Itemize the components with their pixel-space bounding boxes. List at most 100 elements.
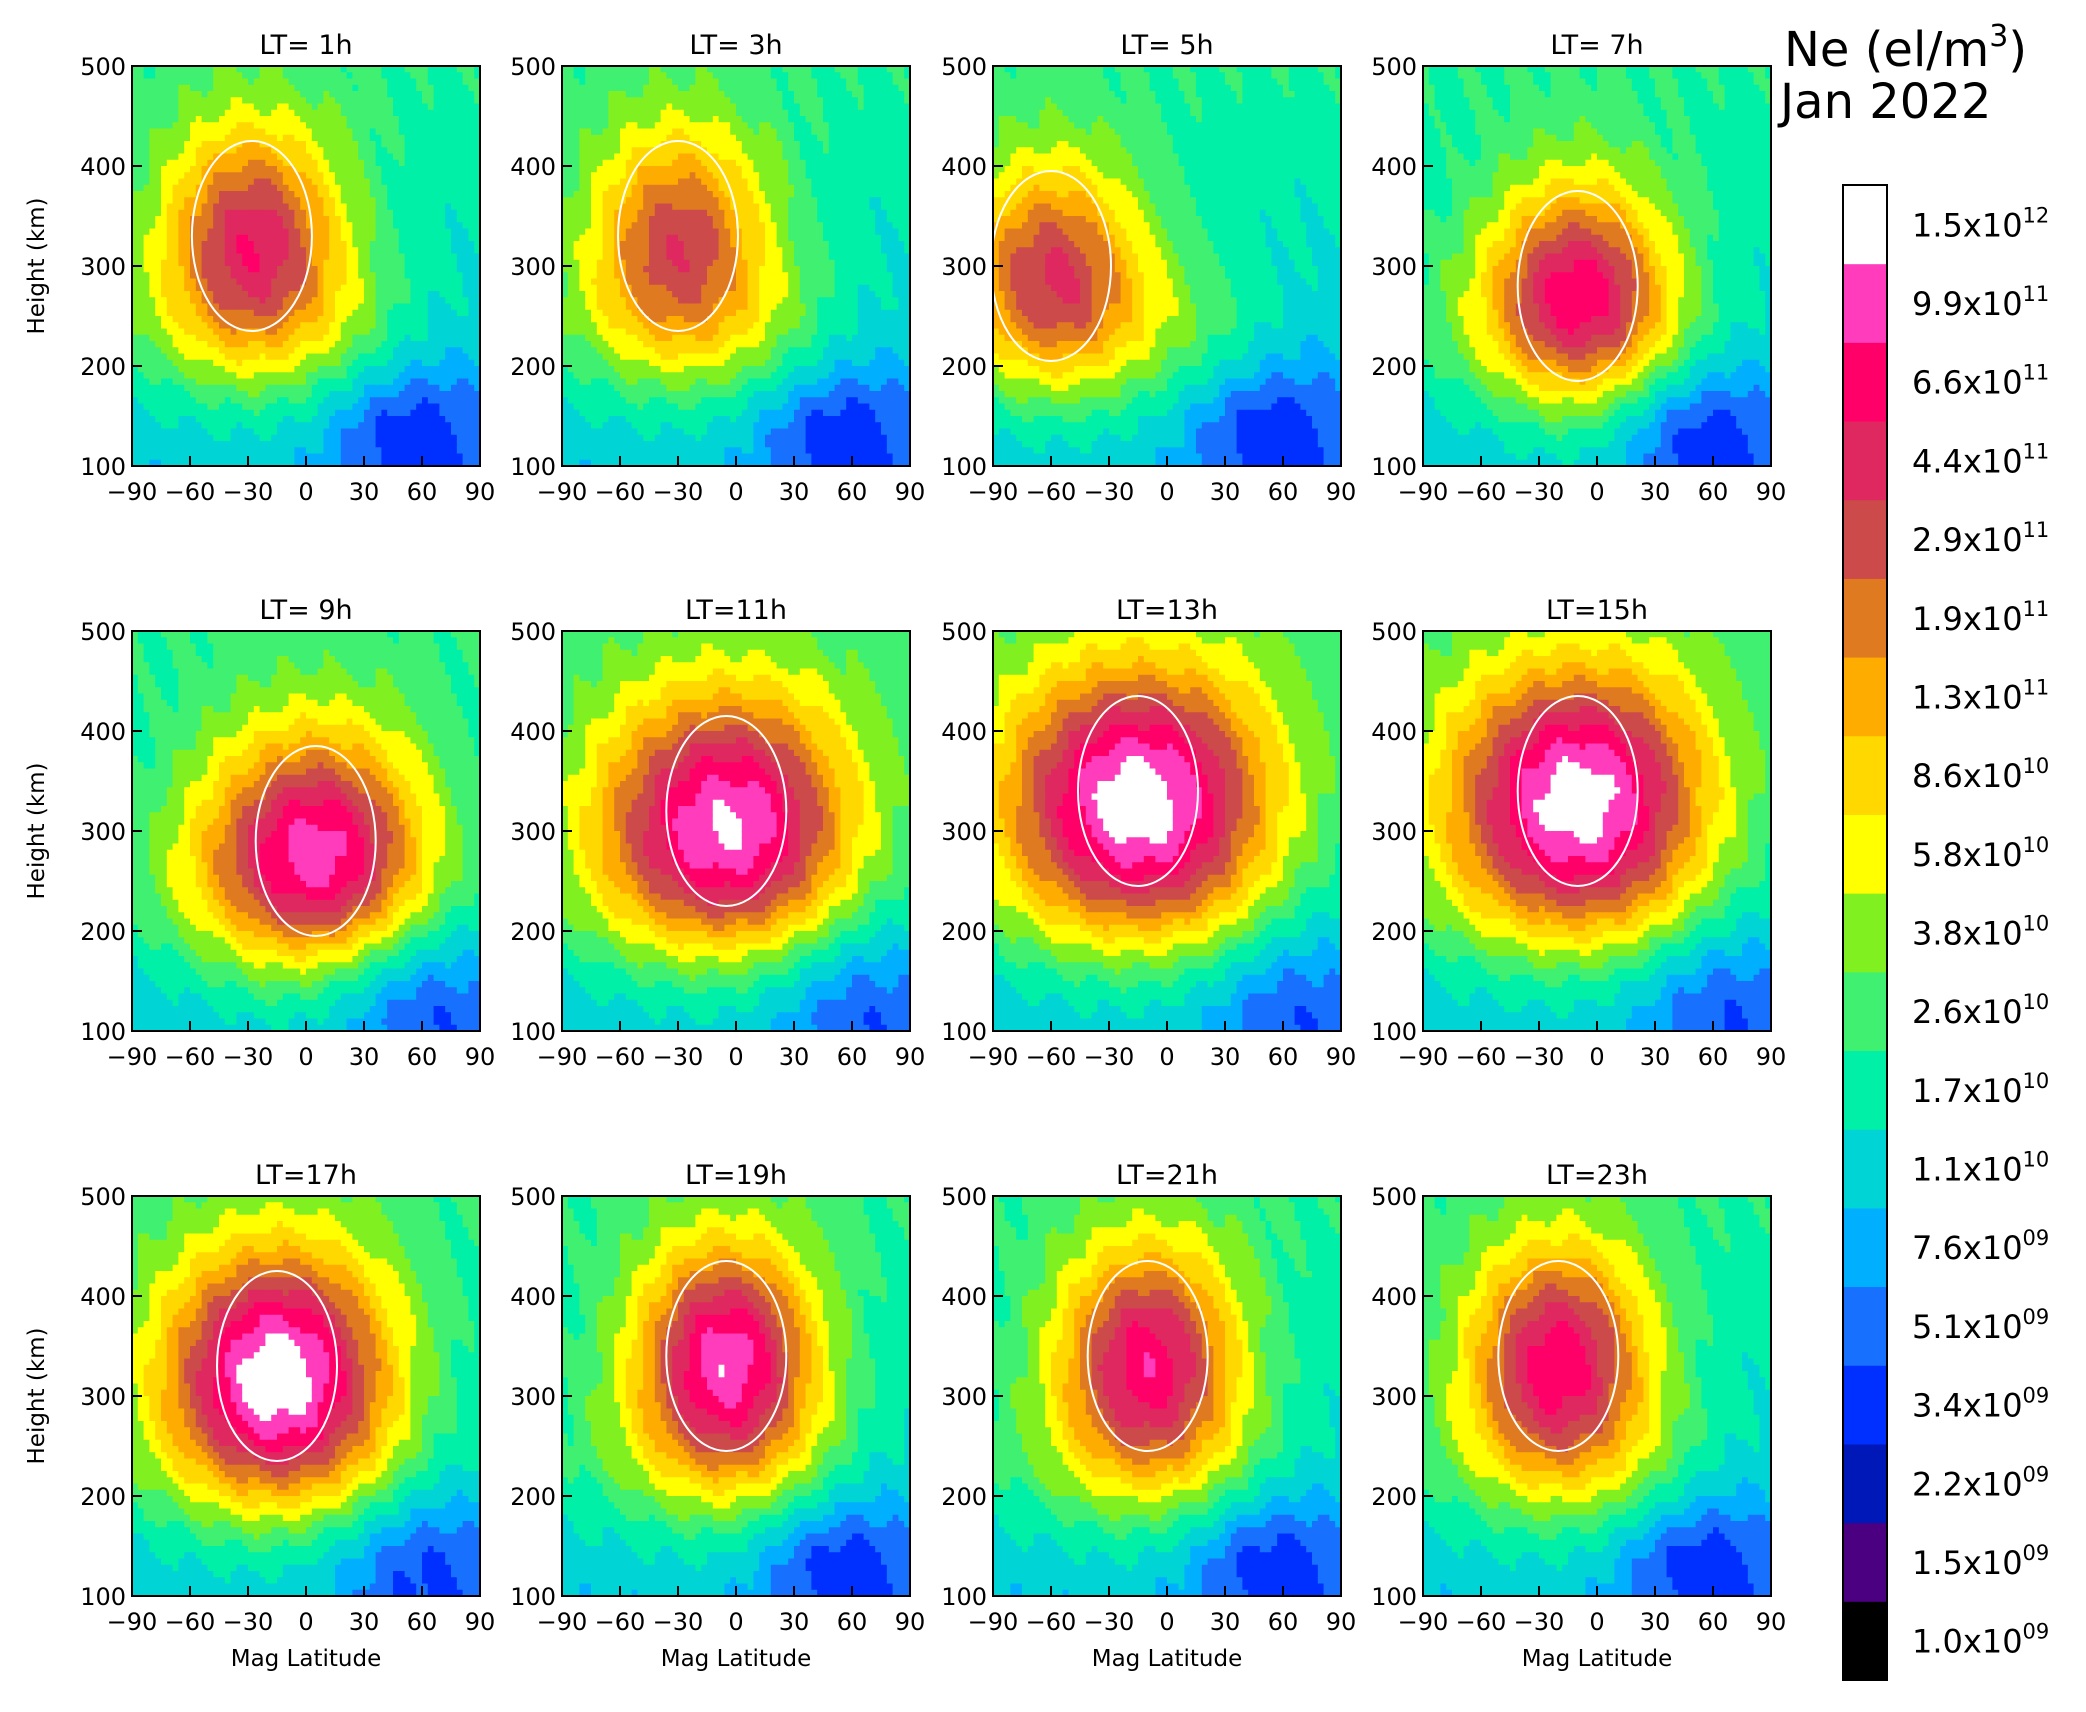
- heatmap-cell: [427, 228, 435, 236]
- heatmap-cell: [387, 259, 394, 267]
- heatmap-cell: [132, 291, 139, 298]
- heatmap-cell: [335, 78, 342, 86]
- heatmap-cell: [649, 166, 656, 173]
- heatmap-cell: [207, 453, 214, 461]
- heatmap-cell: [445, 241, 452, 248]
- heatmap-cell: [591, 353, 598, 361]
- heatmap-cell: [306, 384, 313, 392]
- x-tick-label: 30: [349, 478, 380, 506]
- heatmap-cell: [422, 191, 429, 198]
- heatmap-cell: [340, 109, 348, 117]
- heatmap-cell: [358, 259, 365, 267]
- heatmap-cell: [248, 184, 255, 192]
- heatmap-cell: [166, 147, 174, 155]
- heatmap-cell: [166, 259, 174, 267]
- heatmap-cell: [422, 428, 429, 436]
- heatmap-cell: [649, 97, 656, 105]
- heatmap-cell: [562, 291, 569, 298]
- heatmap-cell: [253, 178, 261, 186]
- heatmap-cell: [323, 347, 330, 355]
- heatmap-cell: [620, 78, 627, 86]
- heatmap-cell: [358, 434, 365, 442]
- heatmap-cell: [236, 247, 243, 255]
- heatmap-cell: [608, 109, 615, 117]
- heatmap-cell: [393, 172, 400, 180]
- heatmap-cell: [236, 272, 243, 280]
- heatmap-cell: [230, 234, 237, 242]
- heatmap-cell: [311, 284, 319, 292]
- heatmap-cell: [562, 447, 569, 455]
- heatmap-cell: [161, 116, 168, 123]
- heatmap-cell: [143, 309, 150, 317]
- heatmap-cell: [137, 172, 145, 180]
- heatmap-cell: [620, 378, 627, 386]
- heatmap-cell: [567, 228, 575, 236]
- heatmap-cell: [573, 266, 580, 273]
- heatmap-cell: [393, 303, 400, 311]
- heatmap-cell: [602, 253, 609, 261]
- heatmap-cell: [323, 97, 330, 105]
- heatmap-cell: [591, 341, 598, 348]
- heatmap-cell: [224, 91, 232, 98]
- heatmap-cell: [643, 128, 650, 136]
- heatmap-cell: [451, 197, 458, 205]
- heatmap-cell: [660, 147, 667, 155]
- heatmap-cell: [596, 347, 604, 355]
- heatmap-cell: [236, 366, 243, 373]
- heatmap-cell: [364, 391, 371, 398]
- heatmap-cell: [190, 328, 197, 336]
- heatmap-cell: [317, 284, 324, 292]
- heatmap-cell: [335, 228, 342, 236]
- heatmap-cell: [230, 147, 237, 155]
- heatmap-cell: [184, 141, 191, 148]
- heatmap-cell: [161, 266, 168, 273]
- heatmap-cell: [294, 447, 301, 455]
- heatmap-cell: [352, 78, 359, 86]
- heatmap-cell: [277, 422, 284, 430]
- heatmap-cell: [439, 422, 446, 430]
- heatmap-cell: [445, 266, 452, 273]
- heatmap-cell: [137, 284, 145, 292]
- heatmap-cell: [317, 78, 324, 86]
- heatmap-cell: [364, 209, 371, 217]
- heatmap-cell: [288, 378, 295, 386]
- heatmap-cell: [562, 178, 569, 186]
- heatmap-cell: [282, 353, 290, 361]
- heatmap-cell: [608, 228, 615, 236]
- heatmap-cell: [387, 316, 394, 323]
- heatmap-cell: [288, 272, 295, 280]
- heatmap-cell: [132, 203, 139, 211]
- heatmap-cell: [579, 247, 586, 255]
- heatmap-cell: [213, 84, 220, 92]
- heatmap-cell: [253, 384, 261, 392]
- heatmap-cell: [585, 203, 592, 211]
- heatmap-cell: [608, 441, 615, 448]
- heatmap-cell: [242, 441, 249, 448]
- heatmap-cell: [468, 453, 475, 461]
- heatmap-cell: [614, 166, 621, 173]
- heatmap-cell: [427, 403, 435, 411]
- heatmap-cell: [369, 409, 377, 417]
- heatmap-cell: [311, 334, 319, 342]
- heatmap-cell: [346, 216, 353, 223]
- heatmap-cell: [631, 434, 638, 442]
- heatmap-cell: [184, 122, 191, 130]
- heatmap-cell: [248, 372, 255, 380]
- heatmap-cell: [329, 197, 336, 205]
- heatmap-cell: [398, 341, 406, 348]
- heatmap-cell: [416, 97, 423, 105]
- heatmap-cell: [137, 66, 145, 73]
- heatmap-cell: [404, 222, 411, 230]
- heatmap-cell: [608, 84, 615, 92]
- heatmap-cell: [219, 403, 226, 411]
- heatmap-cell: [654, 403, 662, 411]
- heatmap-cell: [637, 297, 644, 305]
- heatmap-cell: [439, 228, 446, 236]
- heatmap-cell: [445, 234, 452, 242]
- heatmap-cell: [591, 409, 598, 417]
- heatmap-cell: [300, 97, 307, 105]
- heatmap-cell: [184, 284, 191, 292]
- heatmap-cell: [416, 453, 423, 461]
- heatmap-cell: [161, 341, 168, 348]
- heatmap-cell: [317, 459, 324, 466]
